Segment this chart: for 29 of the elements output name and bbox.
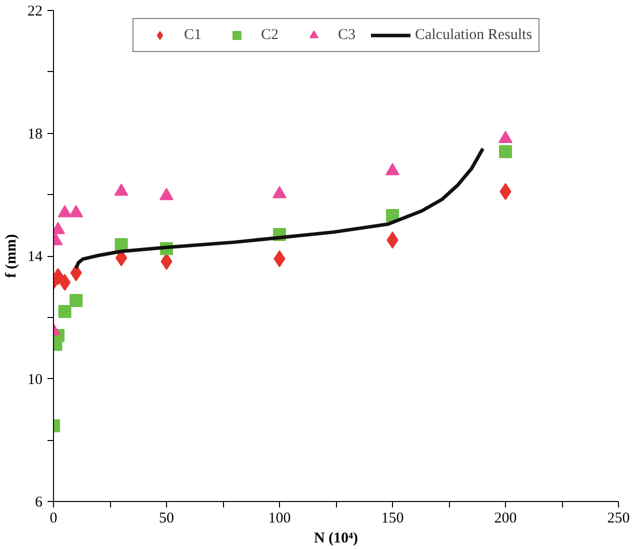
point [160, 188, 174, 200]
y-axis-title: f (mm) [4, 234, 20, 278]
legend-label: C2 [260, 26, 280, 44]
point [58, 274, 71, 291]
x-tick-label: 250 [607, 510, 630, 526]
x-tick-label: 100 [268, 510, 291, 526]
point [499, 145, 512, 158]
point [272, 186, 286, 198]
point [498, 130, 512, 144]
y-tick-label: 18 [28, 126, 42, 142]
point [69, 205, 84, 218]
y-tick-label: 6 [35, 494, 43, 510]
legend-label: Calculation Results [414, 26, 532, 44]
y-tick-label: 14 [28, 249, 43, 265]
point [114, 184, 128, 196]
point [114, 238, 128, 252]
x-tick-label: 0 [50, 510, 58, 526]
x-tick-label: 50 [159, 510, 174, 526]
point [58, 305, 72, 318]
y-tick-label: 22 [28, 4, 42, 20]
x-tick-label: 150 [381, 510, 404, 526]
x-tick-label: 200 [494, 510, 517, 526]
legend-label: C3 [338, 26, 356, 44]
x-axis-title: N (10⁴) [314, 530, 358, 546]
point [386, 162, 400, 176]
y-tick-label: 10 [28, 372, 42, 388]
point [58, 205, 72, 218]
point [70, 294, 83, 307]
legend-label: C1 [184, 26, 202, 44]
